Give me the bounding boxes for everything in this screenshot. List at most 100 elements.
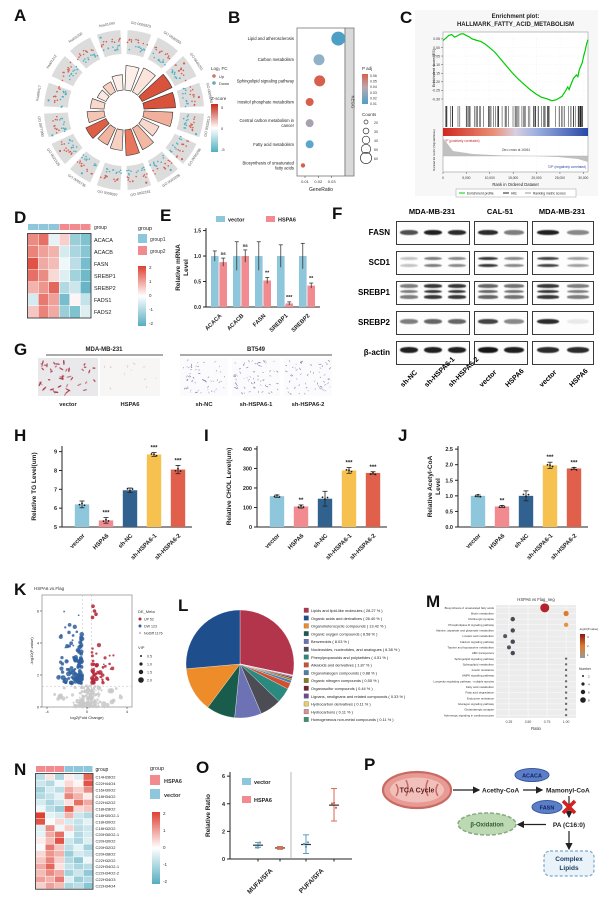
svg-text:6: 6 — [222, 774, 225, 780]
svg-text:C20H30O2-1: C20H30O2-1 — [96, 832, 120, 837]
svg-text:***: *** — [102, 511, 110, 517]
protein-label: FASN — [368, 228, 390, 237]
svg-text:20: 20 — [374, 121, 378, 125]
svg-text:Organohalogen compounds ( 0.88: Organohalogen compounds ( 0.88 % ) — [311, 670, 378, 675]
panel-a-label: A — [14, 6, 27, 25]
svg-text:Hydrocarbon derivatives ( 0.11: Hydrocarbon derivatives ( 0.11 % ) — [311, 702, 371, 707]
svg-text:40: 40 — [374, 139, 378, 143]
svg-text:Central carbon metabolism in: Central carbon metabolism in — [240, 118, 295, 123]
svg-text:HSPA6: HSPA6 — [164, 779, 182, 785]
svg-text:GO 0077990: GO 0077990 — [37, 116, 45, 137]
svg-text:**: ** — [500, 499, 505, 505]
panel-k-label: K — [14, 580, 27, 599]
svg-text:Complex: Complex — [555, 856, 583, 863]
svg-text:hsa00417: hsa00417 — [35, 85, 42, 101]
lane-label: vector — [538, 369, 559, 389]
svg-text:1.5: 1.5 — [147, 671, 152, 675]
svg-text:C22H34O4: C22H34O4 — [96, 883, 117, 888]
svg-text:FASN: FASN — [252, 313, 267, 328]
svg-text:C14H28O2: C14H28O2 — [96, 775, 117, 780]
svg-text:30,000: 30,000 — [578, 176, 588, 180]
svg-text:vector: vector — [264, 533, 281, 550]
svg-text:300: 300 — [243, 466, 252, 472]
svg-text:8: 8 — [588, 699, 590, 703]
svg-text:400: 400 — [243, 447, 252, 453]
svg-text:Benzenoids ( 8.03 % ): Benzenoids ( 8.03 % ) — [311, 639, 350, 644]
svg-text:**: ** — [265, 270, 270, 276]
svg-text:PA (C16:0): PA (C16:0) — [553, 822, 585, 829]
svg-text:C18H30O2: C18H30O2 — [96, 819, 117, 824]
svg-text:2.0: 2.0 — [147, 679, 152, 683]
svg-text:***: *** — [286, 295, 293, 301]
panel-l-label: L — [178, 596, 189, 615]
blot-box — [396, 281, 470, 305]
svg-text:HSPA6: HSPA6 — [287, 533, 306, 552]
cell-line-header: MDA-MB-231 — [408, 207, 456, 216]
metabolite-dotplot: HSPA6 vs Flag_neg 0.25 0.50 0.75 1.00 Biosynt… — [433, 597, 598, 731]
svg-text:200: 200 — [243, 486, 252, 492]
svg-text:C18H34O2: C18H34O2 — [96, 794, 117, 799]
svg-text:**: ** — [299, 498, 304, 504]
svg-text:Up: Up — [219, 74, 225, 79]
svg-text:Cholinergic synapse: Cholinergic synapse — [468, 617, 494, 621]
svg-text:group: group — [150, 766, 164, 772]
svg-text:MDA-MB-231: MDA-MB-231 — [85, 347, 123, 353]
svg-text:0: 0 — [37, 705, 39, 709]
svg-text:1: 1 — [587, 653, 589, 657]
svg-text:group: group — [94, 225, 107, 231]
svg-text:-0.10: -0.10 — [432, 63, 440, 67]
svg-text:1.0: 1.0 — [147, 663, 152, 667]
svg-text:0.25: 0.25 — [506, 720, 513, 724]
svg-text:1.00: 1.00 — [563, 720, 570, 724]
svg-text:0.5: 0.5 — [194, 280, 201, 286]
svg-text:-5: -5 — [221, 147, 225, 152]
svg-text:sh-NC: sh-NC — [118, 533, 135, 550]
svg-text:-1: -1 — [149, 307, 153, 312]
svg-text:vector: vector — [465, 533, 482, 550]
svg-text:Organic acids and derivatives: Organic acids and derivatives ( 26.40 % … — [311, 616, 383, 621]
cell-line-header: MDA-MB-231 — [538, 207, 586, 216]
gsea-plot: Enrichment plot: HALLMARK_FATTY_ACID_META… — [415, 10, 598, 198]
svg-text:sh-NC: sh-NC — [313, 533, 330, 550]
svg-text:-0.05: -0.05 — [432, 54, 440, 58]
svg-text:sh-NC: sh-NC — [195, 402, 213, 408]
svg-text:Zero cross at 16061: Zero cross at 16061 — [502, 148, 531, 152]
svg-text:sh-HSPA6-2: sh-HSPA6-2 — [154, 533, 183, 562]
blot-box — [396, 221, 470, 245]
svg-text:0.02: 0.02 — [370, 96, 377, 100]
svg-text:Sphingolipid signaling pathway: Sphingolipid signaling pathway — [454, 657, 494, 661]
protein-label: β-actin — [363, 348, 390, 357]
svg-text:Z-score: Z-score — [211, 96, 227, 101]
svg-text:C22H42O2: C22H42O2 — [96, 800, 117, 805]
svg-text:cancer: cancer — [281, 123, 294, 128]
svg-text:AMPK signaling pathway: AMPK signaling pathway — [462, 674, 495, 678]
svg-text:5: 5 — [221, 105, 224, 110]
svg-text:SREBP1: SREBP1 — [94, 274, 116, 280]
svg-text:1.5: 1.5 — [194, 229, 201, 235]
blot-box — [532, 251, 594, 275]
panel-f-label: F — [332, 204, 343, 223]
svg-text:ACACA: ACACA — [522, 774, 542, 780]
lane-label: HSPA6 — [568, 367, 590, 389]
svg-text:C18H28O2: C18H28O2 — [96, 807, 117, 812]
svg-text:fatty acids: fatty acids — [275, 165, 294, 170]
svg-text:Sphingolipid metabolism: Sphingolipid metabolism — [463, 662, 495, 666]
svg-text:C20H32O2: C20H32O2 — [96, 845, 117, 850]
protein-label: SREBP1 — [357, 288, 390, 297]
svg-text:-1: -1 — [163, 862, 167, 867]
pathway-diagram: TCA Cycle Acethy-CoA ACACA Mamonyl-CoA FASN P… — [381, 768, 595, 877]
blot-box — [396, 311, 470, 335]
svg-text:Lipids: Lipids — [559, 865, 579, 872]
svg-text:2: 2 — [37, 673, 39, 677]
svg-text:6: 6 — [37, 609, 39, 613]
svg-text:sh-HSPA6-2: sh-HSPA6-2 — [550, 533, 579, 562]
svg-text:-0.30: -0.30 — [432, 97, 440, 101]
svg-text:0.01: 0.01 — [370, 102, 377, 106]
svg-text:***: *** — [369, 465, 377, 471]
svg-text:Ratio: Ratio — [531, 726, 541, 731]
blot-box — [532, 341, 594, 365]
blot-box — [474, 281, 528, 305]
